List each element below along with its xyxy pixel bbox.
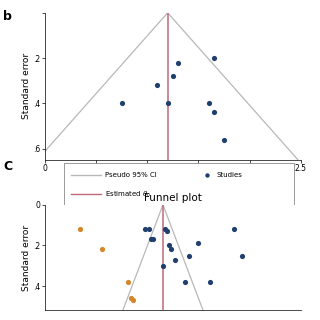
Y-axis label: Standard error: Standard error	[22, 53, 31, 119]
Point	[206, 101, 211, 106]
Point	[170, 74, 175, 79]
Point	[166, 243, 172, 248]
Point	[143, 227, 148, 232]
Point	[172, 257, 177, 262]
Point	[155, 83, 160, 88]
Point	[175, 60, 180, 65]
Point	[78, 227, 83, 232]
Point	[231, 227, 236, 232]
X-axis label: Adjusted RR: Adjusted RR	[145, 176, 200, 185]
Point	[125, 279, 130, 284]
Point	[239, 253, 244, 258]
Point	[150, 237, 156, 242]
Point	[165, 101, 170, 106]
Point	[211, 56, 216, 61]
Point	[131, 298, 136, 303]
Point	[204, 172, 209, 177]
Point	[196, 241, 201, 246]
Point	[129, 296, 134, 301]
Point	[186, 253, 191, 258]
Point	[182, 279, 187, 284]
Point	[221, 137, 227, 142]
Title: Funnel plot: Funnel plot	[144, 193, 202, 203]
Y-axis label: Standard error: Standard error	[22, 225, 31, 291]
Point	[119, 101, 124, 106]
Point	[164, 228, 170, 234]
Point	[168, 247, 173, 252]
Point	[208, 279, 213, 284]
Text: C: C	[3, 160, 12, 173]
Point	[162, 227, 167, 232]
Text: Estimated $\theta_{\nu}$: Estimated $\theta_{\nu}$	[106, 189, 152, 199]
Text: Studies: Studies	[216, 172, 242, 178]
Point	[148, 237, 154, 242]
Text: Pseudo 95% CI: Pseudo 95% CI	[106, 172, 157, 178]
Point	[211, 110, 216, 115]
Text: b: b	[3, 10, 12, 23]
Point	[99, 247, 104, 252]
Point	[147, 227, 152, 232]
Point	[160, 263, 165, 268]
